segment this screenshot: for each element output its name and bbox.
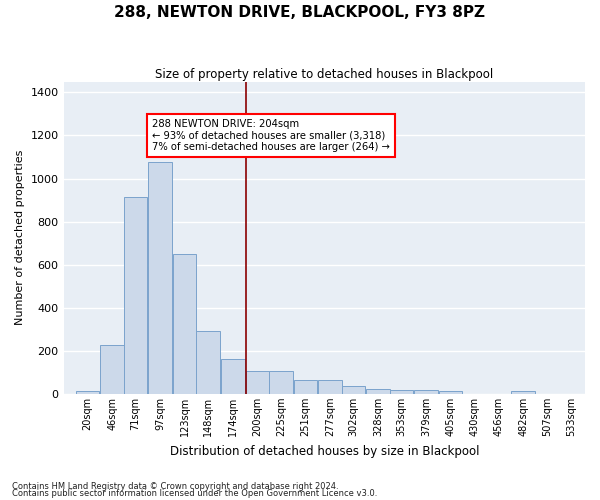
Bar: [196, 332, 220, 394]
Bar: [318, 380, 342, 394]
Y-axis label: Number of detached properties: Number of detached properties: [15, 150, 25, 326]
Bar: [124, 197, 148, 394]
Title: Size of property relative to detached houses in Blackpool: Size of property relative to detached ho…: [155, 68, 493, 80]
Text: 288, NEWTON DRIVE, BLACKPOOL, FY3 8PZ: 288, NEWTON DRIVE, BLACKPOOL, FY3 8PZ: [115, 5, 485, 20]
Bar: [439, 390, 463, 394]
Bar: [76, 390, 100, 394]
Text: 288 NEWTON DRIVE: 204sqm
← 93% of detached houses are smaller (3,318)
7% of semi: 288 NEWTON DRIVE: 204sqm ← 93% of detach…: [152, 119, 390, 152]
Bar: [221, 360, 245, 394]
Text: Contains HM Land Registry data © Crown copyright and database right 2024.: Contains HM Land Registry data © Crown c…: [12, 482, 338, 491]
Bar: [390, 390, 413, 394]
Bar: [293, 380, 317, 394]
Bar: [100, 346, 124, 394]
Bar: [173, 254, 196, 394]
Text: Contains public sector information licensed under the Open Government Licence v3: Contains public sector information licen…: [12, 489, 377, 498]
Bar: [415, 390, 438, 394]
X-axis label: Distribution of detached houses by size in Blackpool: Distribution of detached houses by size …: [170, 444, 479, 458]
Bar: [342, 386, 365, 394]
Bar: [245, 372, 269, 394]
Bar: [148, 162, 172, 394]
Bar: [366, 388, 390, 394]
Bar: [269, 372, 293, 394]
Bar: [511, 392, 535, 394]
